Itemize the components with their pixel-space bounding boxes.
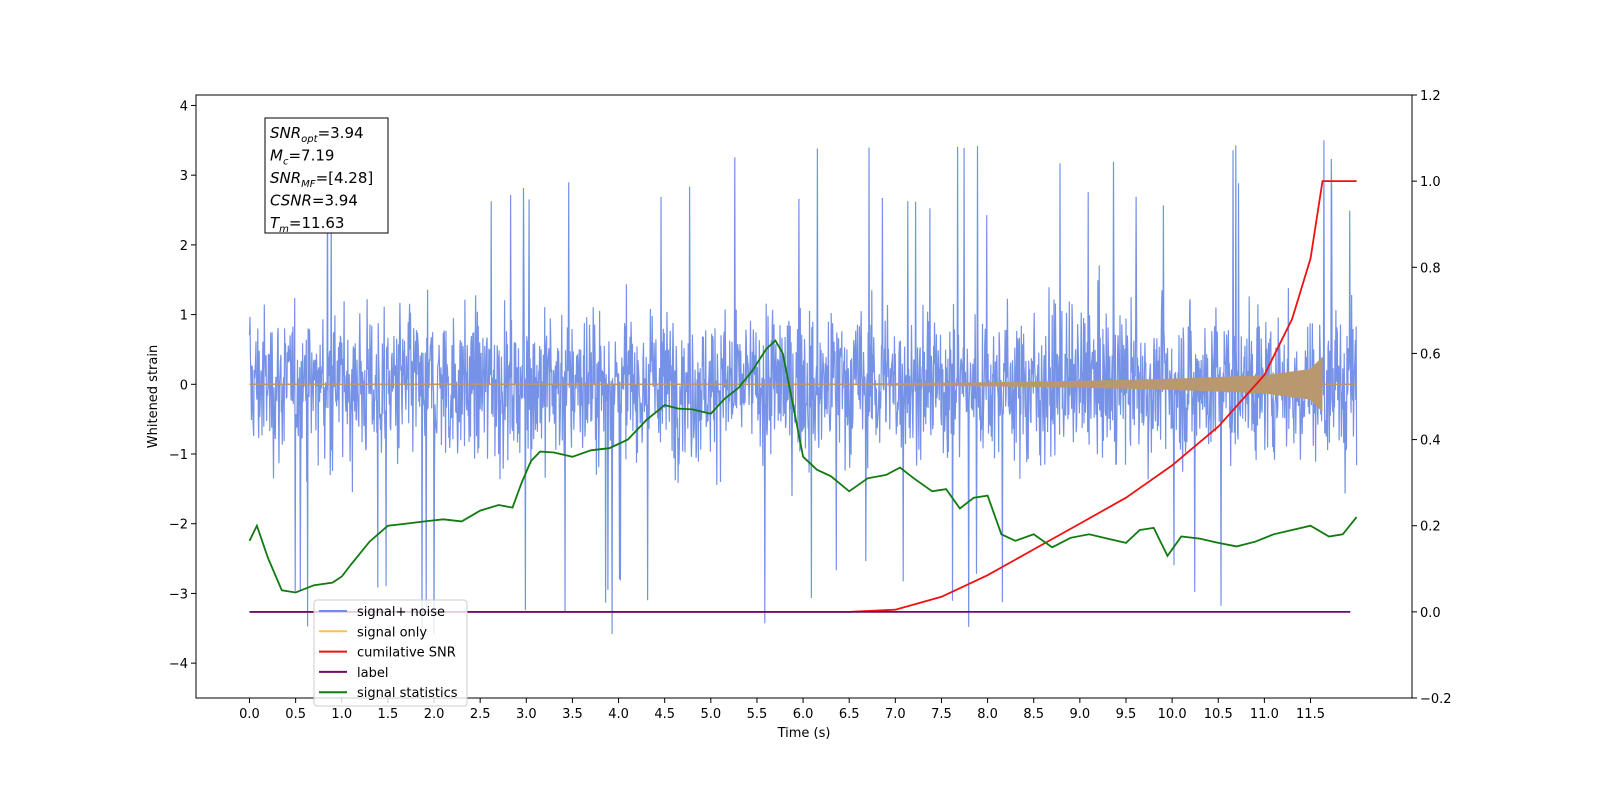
legend-label: cumilative SNR xyxy=(357,646,456,661)
y-right-tick-label: 0.6 xyxy=(1420,347,1441,362)
plot-frame xyxy=(195,94,1413,699)
annotation-line: SNRopt=3.94 xyxy=(270,124,364,145)
series-layer xyxy=(248,135,1358,634)
x-tick-label: 8.0 xyxy=(977,707,998,722)
x-tick-label: 5.0 xyxy=(700,707,721,722)
y-axis-left: −4 −3 −2 −1 0 1 2 3 4 xyxy=(169,99,196,672)
x-tick-label: 3.0 xyxy=(516,707,537,722)
y-axis-label-left: Whitened strain xyxy=(146,345,161,448)
x-tick-label: 7.5 xyxy=(931,707,952,722)
x-tick-label: 0.5 xyxy=(285,707,306,722)
y-left-tick-label: 2 xyxy=(180,239,188,254)
legend-label: label xyxy=(357,666,388,681)
x-tick-label: 1.5 xyxy=(378,707,399,722)
y-left-tick-label: −3 xyxy=(169,587,188,602)
legend-frame xyxy=(313,599,468,707)
y-right-tick-label: 0.4 xyxy=(1420,434,1441,449)
y-axis-right: −0.2 0.0 0.2 0.4 0.6 0.8 1.0 1.2 xyxy=(1412,89,1452,707)
series-signal-statistics xyxy=(248,339,1358,594)
x-axis: 0.0 0.5 1.0 1.5 2.0 2.5 3.0 3.5 4.0 4.5 5.0 5.5 6.0 6… xyxy=(239,698,1325,722)
y-right-tick-label: 1.0 xyxy=(1420,175,1441,190)
x-tick-label: 5.5 xyxy=(747,707,768,722)
y-right-tick-label: −0.2 xyxy=(1420,692,1452,707)
annotation-frame xyxy=(264,117,389,234)
y-left-tick-label: 3 xyxy=(180,169,188,184)
x-tick-label: 9.0 xyxy=(1070,707,1091,722)
x-tick-label: 2.5 xyxy=(470,707,491,722)
x-tick-label: 1.0 xyxy=(331,707,352,722)
x-axis-label: Time (s) xyxy=(777,726,831,741)
y-left-tick-label: −1 xyxy=(169,448,188,463)
y-right-tick-label: 0.0 xyxy=(1420,606,1441,621)
x-tick-label: 6.0 xyxy=(793,707,814,722)
annotation-line: CSNR=3.94 xyxy=(270,192,358,210)
x-tick-label: 10.5 xyxy=(1204,707,1233,722)
y-left-tick-label: 4 xyxy=(180,99,188,114)
x-tick-label: 10.0 xyxy=(1158,707,1187,722)
legend-label: signal statistics xyxy=(357,686,458,701)
x-tick-label: 7.0 xyxy=(885,707,906,722)
y-right-tick-label: 1.2 xyxy=(1420,89,1441,104)
y-left-tick-label: −2 xyxy=(169,518,188,533)
series-cumilative-snr xyxy=(249,180,1357,613)
x-tick-label: 11.0 xyxy=(1250,707,1279,722)
annotation-line: Tm=11.63 xyxy=(270,214,344,235)
x-tick-label: 11.5 xyxy=(1296,707,1325,722)
y-right-tick-label: 0.2 xyxy=(1420,520,1441,535)
x-tick-label: 4.5 xyxy=(654,707,675,722)
legend: signal+ noise signal only cumilative SNR la… xyxy=(313,599,468,707)
annotation-line: SNRMF=[4.28] xyxy=(270,169,373,190)
legend-label: signal+ noise xyxy=(357,605,445,620)
x-tick-label: 9.5 xyxy=(1116,707,1137,722)
y-right-tick-label: 0.8 xyxy=(1420,261,1441,276)
x-tick-label: 6.5 xyxy=(839,707,860,722)
x-tick-label: 8.5 xyxy=(1023,707,1044,722)
y-left-tick-label: 1 xyxy=(180,309,188,324)
legend-label: signal only xyxy=(357,625,427,640)
annotation-line: Mc=7.19 xyxy=(270,147,334,168)
x-tick-label: 4.0 xyxy=(608,707,629,722)
x-tick-label: 2.0 xyxy=(424,707,445,722)
x-tick-label: 3.5 xyxy=(562,707,583,722)
x-tick-label: 0.0 xyxy=(239,707,260,722)
y-left-tick-label: 0 xyxy=(180,378,188,393)
y-left-tick-label: −4 xyxy=(169,657,188,672)
